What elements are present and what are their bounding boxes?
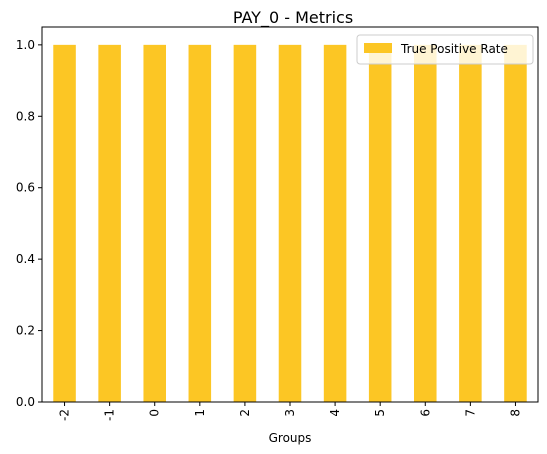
y-axis: 0.0 0.2 0.4 0.6 0.8 1.0 — [16, 38, 42, 409]
x-tick-label: 4 — [328, 409, 342, 417]
legend-label: True Positive Rate — [400, 42, 508, 56]
bar-7 — [459, 44, 482, 402]
x-tick-label: -2 — [58, 409, 72, 421]
x-axis: -2 -1 0 1 2 3 4 5 6 7 8 — [58, 402, 522, 421]
bar-0 — [143, 44, 166, 402]
legend: True Positive Rate — [356, 34, 534, 65]
x-axis-label: Groups — [269, 431, 312, 445]
y-tick-label: 0.6 — [16, 181, 35, 195]
bar-5 — [368, 44, 392, 402]
bar--2 — [53, 44, 76, 402]
x-tick-label: 2 — [238, 409, 252, 417]
bar-3 — [278, 44, 302, 402]
bar-2 — [233, 44, 257, 402]
y-tick-label: 0.8 — [16, 109, 35, 123]
x-tick-label: 8 — [508, 409, 522, 417]
y-tick-label: 0.0 — [16, 395, 35, 409]
bar-6 — [414, 44, 437, 402]
y-tick-label: 0.2 — [16, 324, 35, 338]
x-tick-label: 6 — [418, 409, 432, 417]
x-tick-label: 7 — [463, 409, 477, 417]
x-tick-label: 3 — [283, 409, 297, 417]
x-tick-label: 0 — [148, 409, 162, 417]
y-tick-label: 1.0 — [16, 38, 35, 52]
legend-swatch — [364, 43, 392, 53]
bar-1 — [188, 44, 212, 402]
bar--1 — [98, 44, 121, 402]
legend-box — [356, 34, 534, 65]
bars-group — [53, 44, 527, 402]
x-tick-label: -1 — [103, 409, 117, 421]
chart-title: PAY_0 - Metrics — [233, 8, 353, 28]
x-tick-label: 5 — [373, 409, 387, 417]
bar-8 — [504, 44, 527, 402]
x-tick-label: 1 — [193, 409, 207, 417]
y-tick-label: 0.4 — [16, 252, 35, 266]
bar-4 — [323, 44, 347, 402]
